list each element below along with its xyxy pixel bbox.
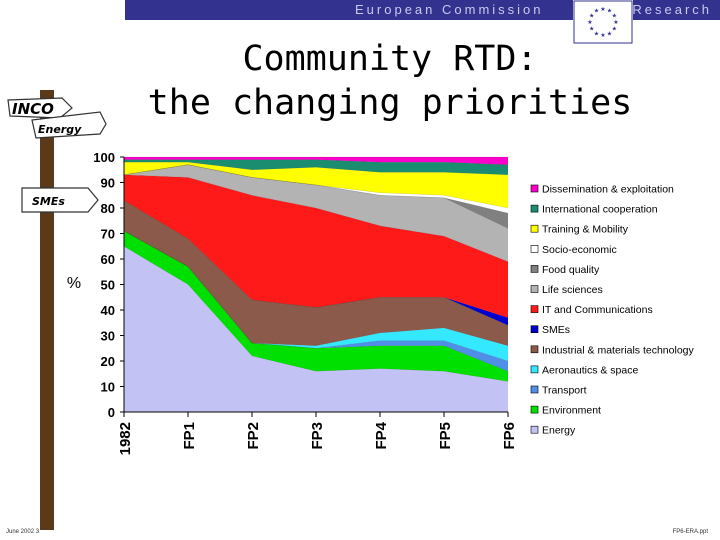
series-boundary-0 (123, 246, 509, 382)
series-boundary-6 (123, 174, 509, 262)
series-boundary-3 (123, 230, 509, 346)
x-tick-label: FP5 (437, 422, 454, 450)
y-tick-label: 10 (101, 380, 115, 395)
legend-label: Dissemination & exploitation (542, 184, 674, 196)
flag-star: ★ (589, 13, 594, 20)
area-series-10 (124, 162, 508, 208)
y-tick-label: 40 (101, 303, 115, 318)
x-tick-label: FP3 (309, 422, 326, 450)
eu-flag-icon: ★★★★★★★★★ ★ ★★ (573, 0, 633, 44)
x-tick-label: FP6 (501, 422, 518, 450)
y-tick-label: 0 (108, 405, 115, 420)
legend-label: IT and Communications (542, 304, 653, 316)
y-tick-label: 90 (101, 176, 115, 191)
title-line-1: Community RTD: (242, 39, 538, 79)
series-boundary-4 (123, 200, 509, 326)
series-boundary-2 (123, 230, 509, 362)
sign-inco: INCO (12, 100, 54, 118)
x-tick-label: FP2 (245, 422, 262, 450)
legend-label: Environment (542, 405, 601, 417)
x-tick-label: FP1 (181, 422, 198, 450)
area-series-6 (124, 174, 508, 318)
series-boundary-9 (123, 164, 509, 209)
y-tick-label: 100 (93, 150, 115, 165)
legend-label: SMEs (542, 324, 570, 336)
legend-swatch (530, 325, 539, 334)
flag-star: ★ (612, 13, 617, 20)
legend-swatch (530, 365, 539, 374)
legend-swatch (530, 204, 539, 213)
series-boundary-7 (123, 164, 509, 229)
y-tick-label: 20 (101, 354, 115, 369)
series-boundary-1 (123, 230, 509, 372)
legend-swatch (530, 224, 539, 233)
y-tick-label: 80 (101, 201, 115, 216)
legend-swatch (530, 405, 539, 414)
flag-star: ★ (600, 6, 605, 13)
footer-file: FP6-ERA.ppt (672, 529, 708, 535)
y-tick-label: 60 (101, 252, 115, 267)
flag-star: ★ (607, 30, 612, 37)
footer-date: June 2002 3 (6, 529, 40, 535)
flag-star: ★ (612, 26, 617, 33)
legend-label: Industrial & materials technology (542, 344, 694, 356)
legend-label: Aeronautics & space (542, 364, 638, 376)
legend-swatch (530, 285, 539, 293)
legend-swatch (530, 265, 539, 273)
flag-star: ★ (600, 32, 605, 39)
flag-star: ★ (607, 8, 612, 15)
series-boundary-5 (123, 200, 509, 318)
y-tick-label: 70 (101, 227, 115, 242)
sign-board (21, 187, 99, 213)
page-title: Community RTD: the changing priorities (110, 37, 670, 125)
sign-board (31, 111, 107, 139)
legend-swatch (530, 425, 539, 434)
series-boundary-10 (124, 161, 509, 176)
sign-board (7, 97, 73, 119)
legend-swatch (530, 184, 539, 193)
series-boundary-8 (123, 164, 509, 214)
flag-star: ★ (594, 8, 599, 15)
legend-label: Food quality (542, 264, 600, 276)
y-axis-label: % (67, 275, 81, 292)
area-series-3 (124, 231, 508, 361)
area-series-7 (124, 164, 508, 262)
sign-energy: Energy (38, 123, 82, 136)
signpost-illustration: INCO Energy SMEs (7, 90, 107, 530)
legend-swatch (530, 385, 539, 394)
x-tick-label: FP4 (373, 421, 390, 449)
title-line-2: the changing priorities (147, 83, 633, 123)
legend-label: Transport (542, 385, 587, 397)
flag-star: ★ (613, 19, 618, 26)
legend-label: Energy (542, 425, 576, 437)
area-series-4 (124, 200, 508, 346)
header-section: Research (632, 2, 712, 17)
area-series-11 (124, 159, 508, 175)
flag-star: ★ (589, 26, 594, 33)
y-tick-label: 30 (101, 329, 115, 344)
legend-label: Training & Mobility (542, 224, 629, 236)
y-tick-label: 50 (101, 278, 115, 293)
legend-swatch (530, 245, 539, 253)
header-bar: European Commission Research (125, 0, 720, 20)
legend-swatch (530, 305, 539, 313)
legend-label: International cooperation (542, 204, 658, 216)
area-series-12 (124, 157, 508, 165)
header-org: European Commission (355, 2, 544, 17)
legend-label: Socio-economic (542, 244, 617, 256)
legend-swatch (530, 345, 539, 354)
flag-star: ★ (587, 19, 592, 26)
sign-smes: SMEs (32, 195, 65, 208)
flag-star: ★ (594, 30, 599, 37)
area-series-1 (124, 231, 508, 382)
legend-label: Life sciences (542, 284, 603, 296)
x-tick-label: 1982 (117, 422, 134, 455)
series-boundary-11 (124, 159, 509, 165)
area-series-0 (124, 246, 508, 412)
